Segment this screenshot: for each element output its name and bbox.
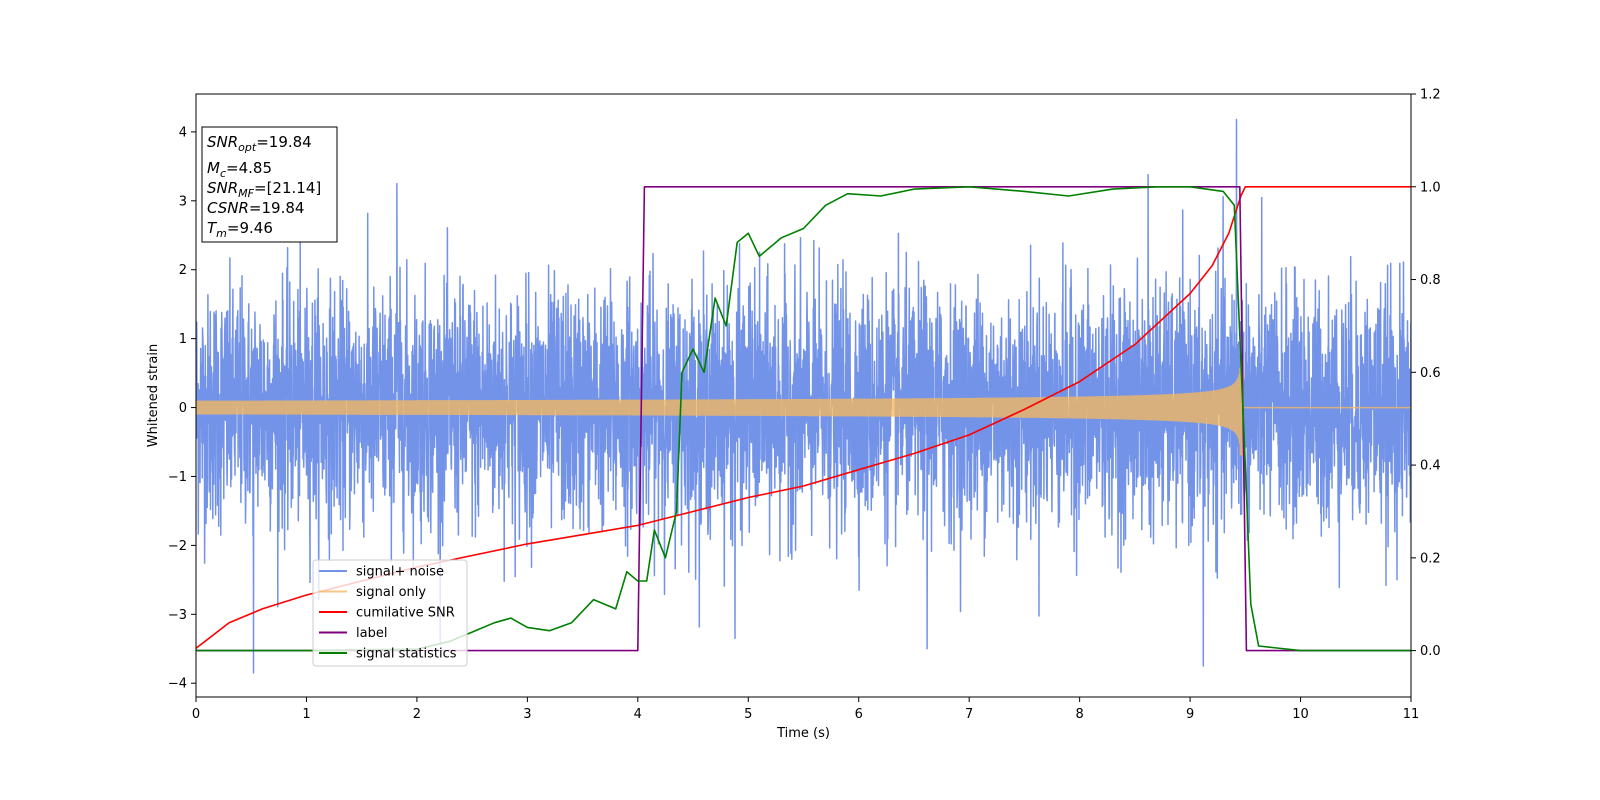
- annotation-symbol: SNR: [207, 133, 238, 151]
- x-tick-label: 8: [1075, 707, 1083, 722]
- x-axis: 0 1 2 3 4 5 6 7 8 9 10 11: [192, 697, 1419, 722]
- legend: signal+ noise signal only cumilative SNR la…: [312, 559, 468, 667]
- annotation-csnr: CSNR=19.84: [207, 199, 304, 217]
- annotation-subscript: opt: [238, 141, 257, 154]
- y-tick-label: 0: [179, 401, 187, 416]
- annotation-snr-opt: SNRopt=19.84: [207, 133, 312, 154]
- annotation-symbol: SNR: [207, 179, 238, 197]
- y-axis-right: 0.0 0.2 0.4 0.6 0.8 1.0 1.2: [1411, 88, 1441, 659]
- annotation-snr-mf: SNRMF=[21.14]: [207, 179, 321, 200]
- annotation-symbol: T: [207, 219, 218, 237]
- y2-tick-label: 0.8: [1420, 273, 1441, 288]
- annotation-value: =[21.14]: [254, 179, 321, 197]
- y-axis-left: −4 −3 −2 −1 0 1 2 3 4: [168, 125, 196, 692]
- y2-tick-label: 0.6: [1420, 366, 1441, 381]
- x-tick-label: 2: [413, 707, 421, 722]
- series-label-line: [196, 186, 1411, 652]
- y-tick-label: −4: [168, 677, 187, 692]
- y-tick-label: −2: [168, 539, 187, 554]
- annotation-chirp-mass: Mc=4.85: [207, 159, 272, 180]
- legend-label-signal-noise: signal+ noise: [356, 565, 444, 580]
- y-tick-label: 3: [179, 194, 187, 209]
- x-tick-label: 0: [192, 707, 200, 722]
- annotation-merger-time: Tm=9.46: [207, 219, 273, 240]
- annotation-value: =19.84: [249, 199, 305, 217]
- y2-tick-label: 0.4: [1420, 459, 1441, 474]
- y-tick-label: 2: [179, 263, 187, 278]
- legend-frame: [312, 559, 468, 667]
- x-tick-label: 6: [855, 707, 863, 722]
- x-tick-label: 9: [1186, 707, 1194, 722]
- y-tick-label: −1: [168, 470, 187, 485]
- x-tick-label: 11: [1403, 707, 1420, 722]
- plot-frame: [195, 93, 1412, 698]
- y2-tick-label: 1.0: [1420, 180, 1441, 195]
- annotation-subscript: MF: [238, 187, 254, 200]
- annotation-symbol: M: [207, 159, 220, 177]
- annotation-frame: [201, 126, 338, 243]
- legend-label-signal-only: signal only: [356, 585, 426, 600]
- series-signal-only-line: [196, 359, 1411, 456]
- legend-label-cumilative-snr: cumilative SNR: [356, 606, 455, 621]
- y-tick-label: −3: [168, 608, 187, 623]
- series-signal-statistics-line: [196, 186, 1411, 652]
- y2-tick-label: 0.2: [1420, 551, 1441, 566]
- y2-tick-label: 1.2: [1420, 88, 1441, 103]
- stats-annotation-box: SNRopt=19.84 Mc=4.85 SNRMF=[21.14] CSNR=…: [201, 126, 338, 243]
- annotation-symbol: CSNR: [207, 199, 249, 217]
- annotation-value: =9.46: [227, 219, 273, 237]
- x-tick-label: 1: [302, 707, 310, 722]
- x-tick-label: 5: [744, 707, 752, 722]
- x-tick-label: 4: [634, 707, 642, 722]
- x-tick-label: 3: [523, 707, 531, 722]
- y2-tick-label: 0.0: [1420, 644, 1441, 659]
- annotation-value: =19.84: [256, 133, 312, 151]
- legend-label-signal-statistics: signal statistics: [356, 647, 457, 662]
- x-tick-label: 10: [1292, 707, 1309, 722]
- x-axis-label: Time (s): [776, 726, 830, 741]
- annotation-subscript: m: [216, 227, 227, 240]
- x-tick-label: 7: [965, 707, 973, 722]
- y-axis-label: Whitened strain: [146, 344, 161, 447]
- y-tick-label: 1: [179, 332, 187, 347]
- y-tick-label: 4: [179, 125, 187, 140]
- annotation-value: =4.85: [226, 159, 272, 177]
- annotation-subscript: c: [220, 167, 226, 180]
- legend-label-label: label: [356, 626, 387, 641]
